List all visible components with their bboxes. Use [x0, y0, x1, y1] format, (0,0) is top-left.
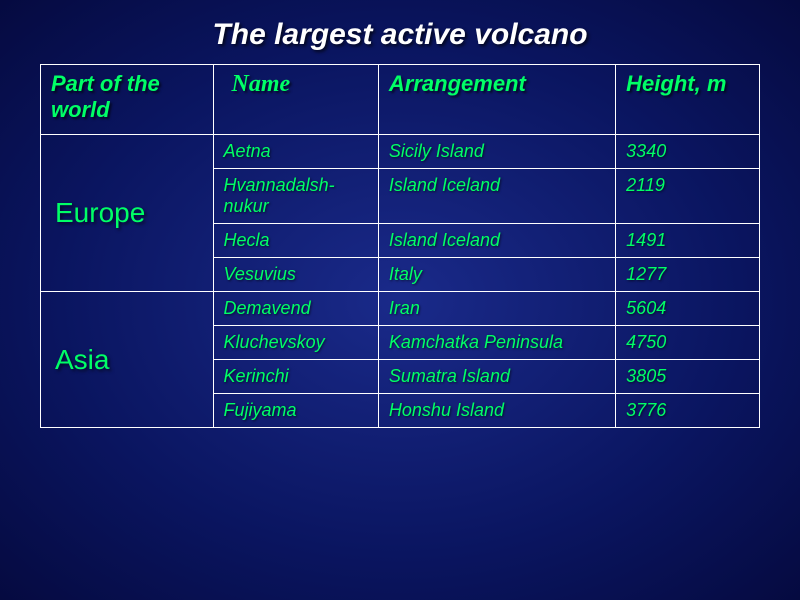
page-title: The largest active volcano: [0, 0, 800, 64]
name-cell: Vesuvius: [213, 258, 378, 292]
arrangement-cell: Kamchatka Peninsula: [378, 326, 615, 360]
table-header-row: Part of the world Name Arrangement Heigh…: [41, 65, 760, 135]
name-cell: Demavend: [213, 292, 378, 326]
arrangement-cell: Sumatra Island: [378, 360, 615, 394]
height-cell: 3805: [616, 360, 760, 394]
header-name: Name: [213, 65, 378, 135]
volcano-table-container: Part of the world Name Arrangement Heigh…: [40, 64, 760, 428]
height-cell: 5604: [616, 292, 760, 326]
volcano-table: Part of the world Name Arrangement Heigh…: [40, 64, 760, 428]
header-height: Height, m: [616, 65, 760, 135]
height-cell: 2119: [616, 169, 760, 224]
height-cell: 3776: [616, 394, 760, 428]
region-cell: Europe: [41, 135, 214, 292]
arrangement-cell: Island Iceland: [378, 224, 615, 258]
height-cell: 1277: [616, 258, 760, 292]
header-part: Part of the world: [41, 65, 214, 135]
height-cell: 1491: [616, 224, 760, 258]
name-cell: Hvannadalsh-nukur: [213, 169, 378, 224]
name-cell: Hecla: [213, 224, 378, 258]
arrangement-cell: Italy: [378, 258, 615, 292]
table-row: AsiaDemavendIran5604: [41, 292, 760, 326]
arrangement-cell: Sicily Island: [378, 135, 615, 169]
name-cell: Fujiyama: [213, 394, 378, 428]
header-arrangement: Arrangement: [378, 65, 615, 135]
name-cell: Kluchevskoy: [213, 326, 378, 360]
height-cell: 3340: [616, 135, 760, 169]
height-cell: 4750: [616, 326, 760, 360]
table-body: EuropeAetnaSicily Island3340Hvannadalsh-…: [41, 135, 760, 428]
arrangement-cell: Iran: [378, 292, 615, 326]
table-row: EuropeAetnaSicily Island3340: [41, 135, 760, 169]
arrangement-cell: Honshu Island: [378, 394, 615, 428]
name-cell: Kerinchi: [213, 360, 378, 394]
name-cell: Aetna: [213, 135, 378, 169]
region-cell: Asia: [41, 292, 214, 428]
arrangement-cell: Island Iceland: [378, 169, 615, 224]
